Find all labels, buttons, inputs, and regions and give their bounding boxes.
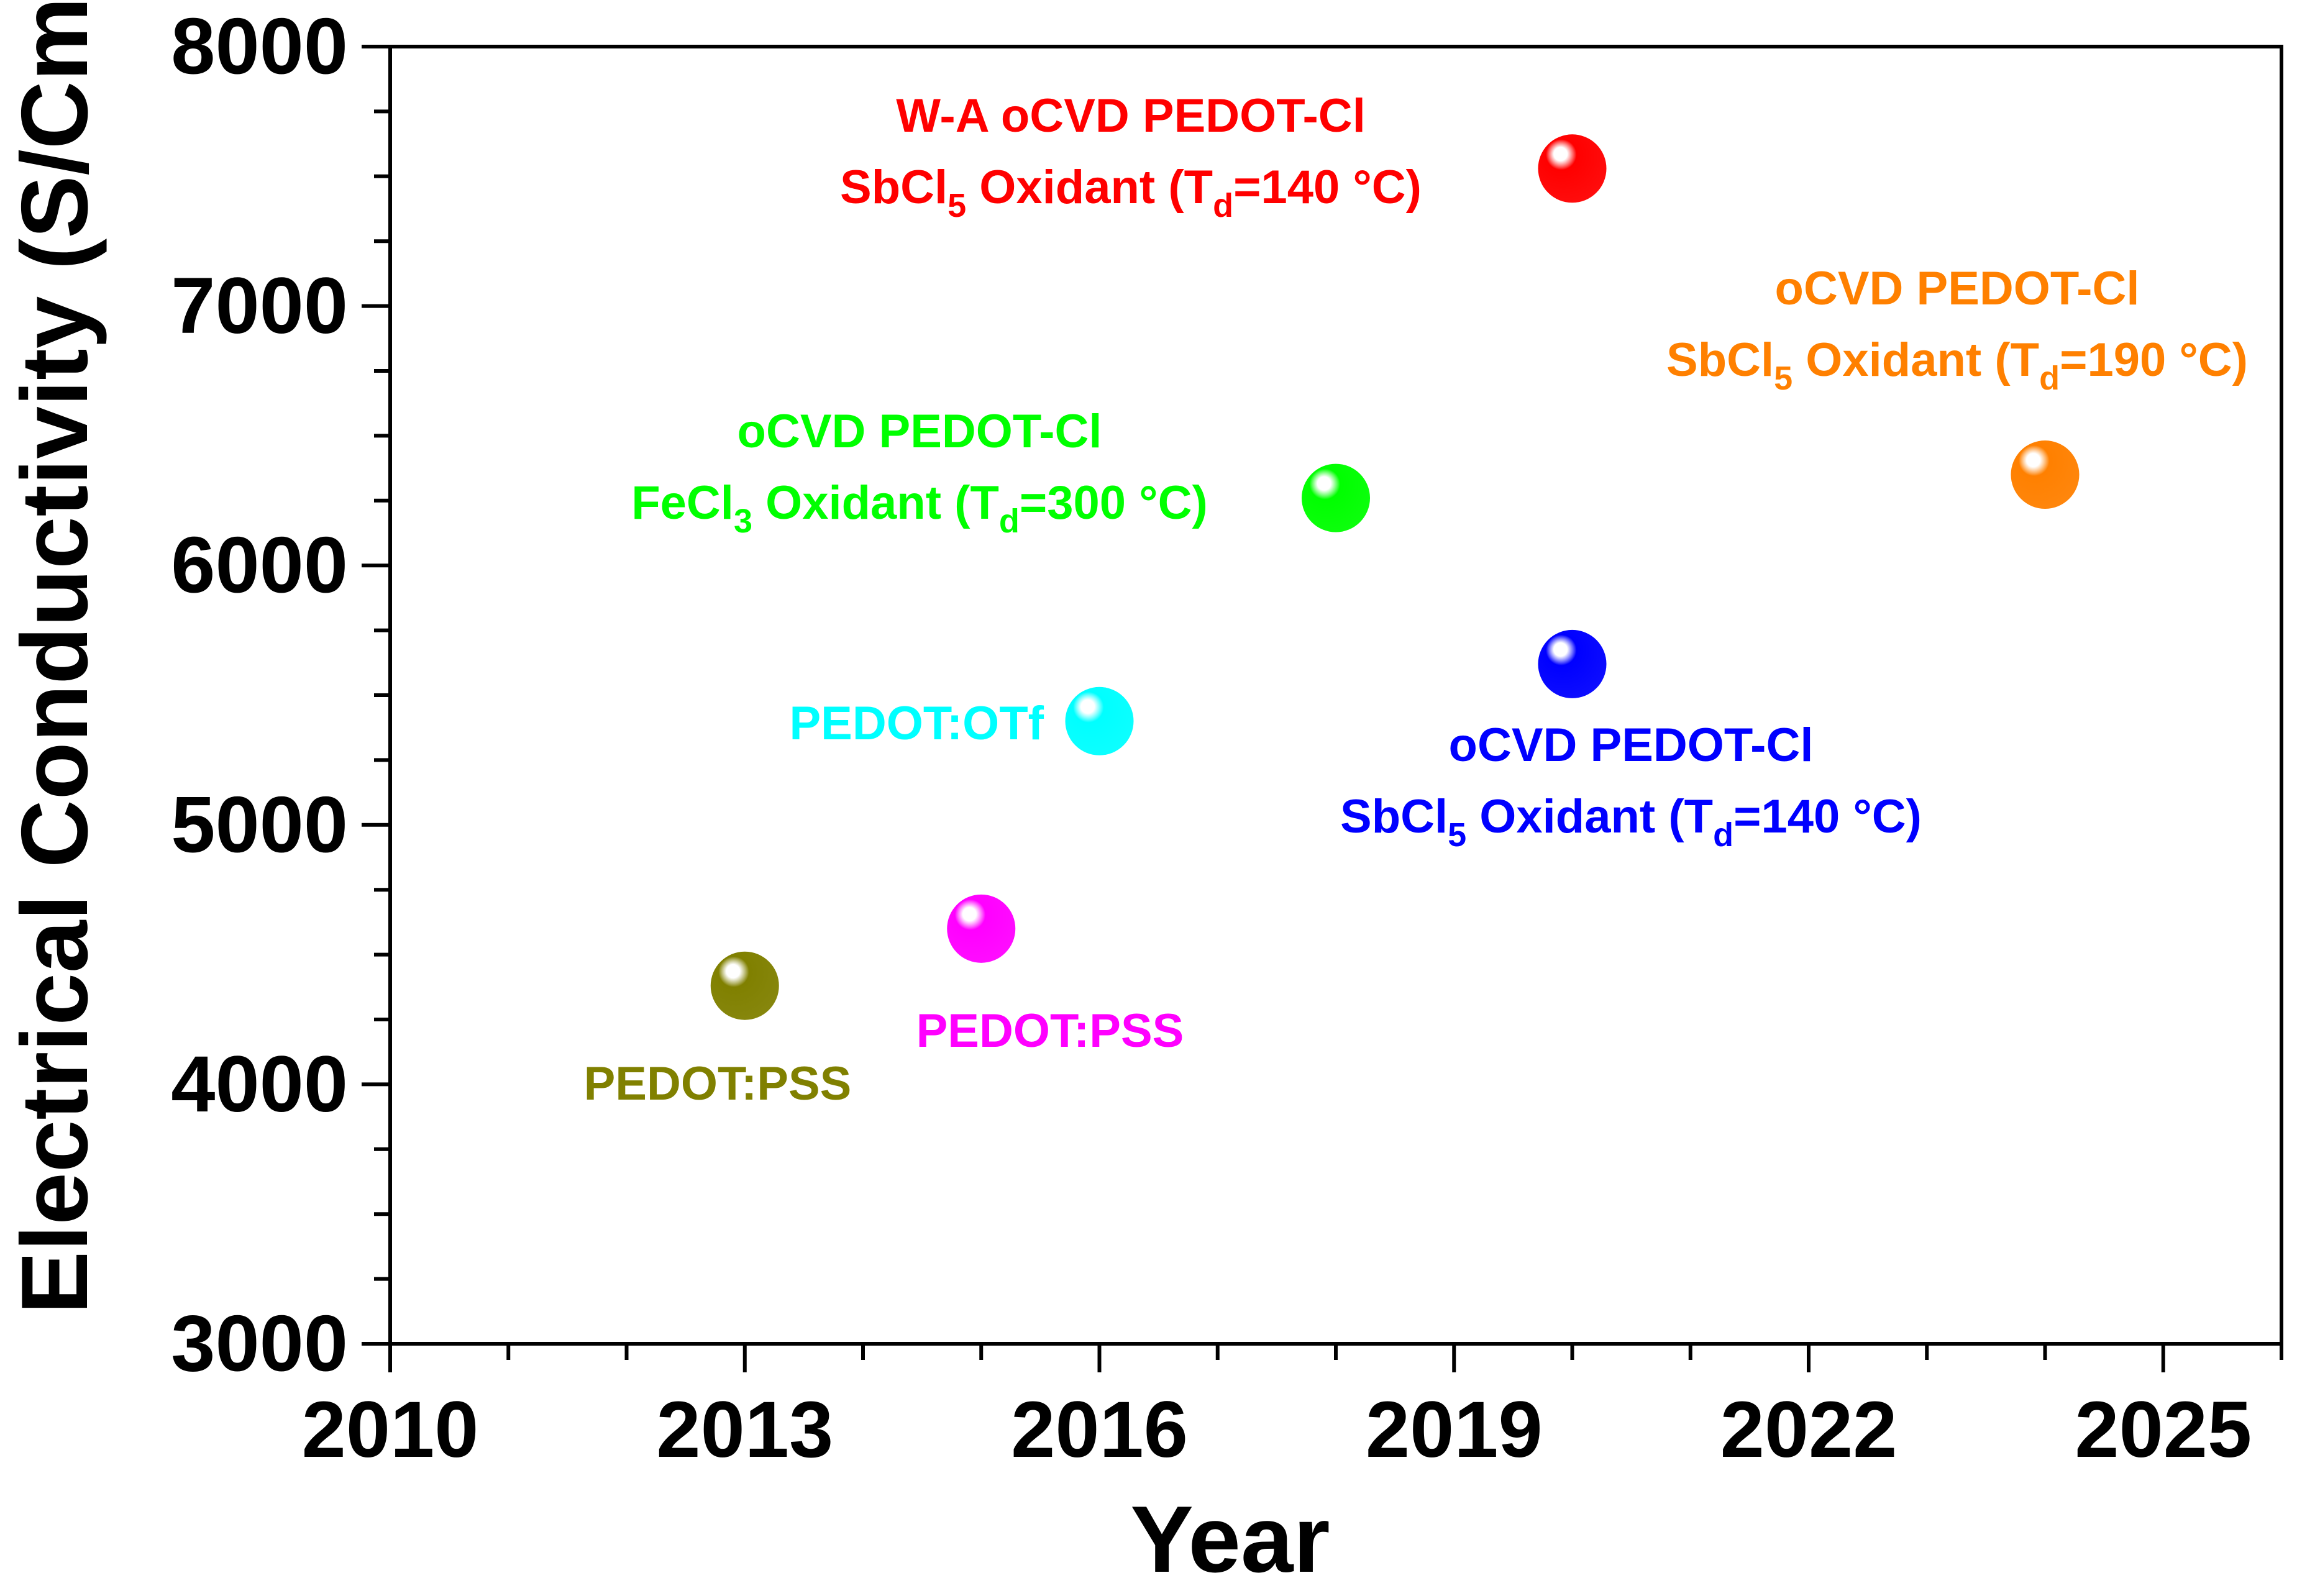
annotation-line: oCVD PEDOT-Cl (1775, 262, 2140, 315)
y-tick-label: 8000 (171, 2, 348, 91)
data-annotations: PEDOT:PSS PEDOT:PSS PEDOT:OTf oCVD PEDOT-Cl… (584, 89, 2248, 1110)
point-pedot-pss-2015 (947, 894, 1016, 963)
point-ocvd-sbcl5-190-2024 (2011, 440, 2080, 509)
annotation-pedot-pss-2015: PEDOT:PSS (916, 1005, 1184, 1057)
y-axis-title: Electrical Conductivity (S/Cm) (2, 0, 107, 1314)
y-tick-label: 6000 (171, 521, 348, 610)
point-ocvd-sbcl5-140-2020 (1538, 629, 1607, 698)
annotation-pedot-pss-2013: PEDOT:PSS (584, 1057, 852, 1110)
y-tick-label: 4000 (171, 1040, 348, 1129)
x-tick-label: 2025 (2075, 1385, 2252, 1474)
y-tick-label: 3000 (171, 1300, 348, 1389)
annotation-line: FeCl3 Oxidant (Td=300 °C) (631, 477, 1208, 540)
y-tick-label: 5000 (171, 780, 348, 869)
x-axis-tick-labels: 2010 2013 2016 2019 2022 2025 (302, 1385, 2252, 1474)
x-tick-label: 2019 (1366, 1385, 1543, 1474)
annotation-ocvd-sbcl5-190-2024: oCVD PEDOT-Cl SbCl5 Oxidant (Td=190 °C) (1666, 262, 2248, 397)
x-tick-label: 2013 (656, 1385, 833, 1474)
y-tick-label: 7000 (171, 262, 348, 350)
x-tick-label: 2010 (302, 1385, 479, 1474)
annotation-line: SbCl5 Oxidant (Td=190 °C) (1666, 334, 2248, 397)
plot-frame (388, 45, 2283, 1346)
x-axis-title: Year (1130, 1487, 1330, 1592)
x-axis-ticks (388, 1344, 2283, 1372)
x-tick-label: 2016 (1011, 1385, 1188, 1474)
annotation-line: SbCl5 Oxidant (Td=140 °C) (1340, 790, 1922, 854)
plot-border (388, 45, 2283, 1346)
point-ocvd-fecl3-2018 (1302, 463, 1370, 532)
data-points (710, 134, 2080, 1020)
annotation-pedot-otf-2016: PEDOT:OTf (789, 697, 1044, 750)
y-axis-tick-labels: 3000 4000 5000 6000 7000 8000 (171, 2, 348, 1389)
annotation-wa-ocvd-sbcl5-140-2020: W-A oCVD PEDOT-Cl SbCl5 Oxidant (Td=140 °… (840, 89, 1422, 224)
annotation-line: W-A oCVD PEDOT-Cl (896, 89, 1366, 142)
annotation-ocvd-fecl3-2018: oCVD PEDOT-Cl FeCl3 Oxidant (Td=300 °C) (631, 405, 1208, 540)
y-axis-ticks (362, 45, 390, 1346)
annotation-line: SbCl5 Oxidant (Td=140 °C) (840, 161, 1422, 224)
point-pedot-pss-2013 (710, 951, 779, 1020)
annotation-ocvd-sbcl5-140-2020: oCVD PEDOT-Cl SbCl5 Oxidant (Td=140 °C) (1340, 719, 1922, 854)
annotation-line: oCVD PEDOT-Cl (1449, 719, 1814, 772)
annotation-line: oCVD PEDOT-Cl (738, 405, 1102, 458)
annotation-line: PEDOT:PSS (916, 1005, 1184, 1057)
annotation-line: PEDOT:OTf (789, 697, 1044, 750)
point-wa-ocvd-sbcl5-140-2020 (1538, 134, 1607, 203)
annotation-line: PEDOT:PSS (584, 1057, 852, 1110)
x-tick-label: 2022 (1720, 1385, 1897, 1474)
point-pedot-otf-2016 (1065, 686, 1134, 755)
